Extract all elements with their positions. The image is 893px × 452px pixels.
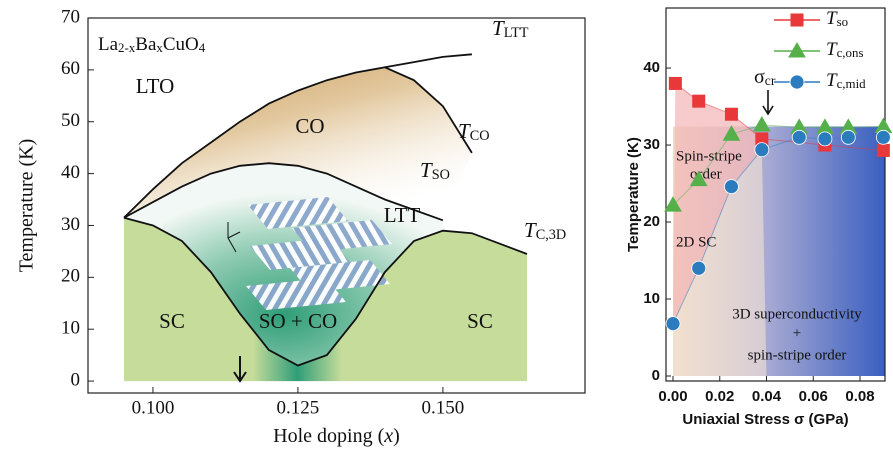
chart-title-part: 4	[199, 40, 206, 55]
y-tick-label: 50	[61, 110, 80, 131]
data-point	[876, 130, 890, 144]
curve-label-part: SO	[432, 167, 450, 183]
data-point	[841, 130, 855, 144]
region-label: 3D superconductivity	[732, 306, 862, 322]
legend-marker	[791, 14, 803, 26]
legend-label: Tc,ons	[826, 39, 863, 60]
legend-marker	[790, 75, 804, 89]
data-point	[755, 143, 769, 157]
data-point	[724, 180, 738, 194]
legend-marker	[789, 43, 805, 57]
chart-title-part: La	[98, 34, 119, 55]
y-axis-title: Temperature (K)	[625, 137, 642, 252]
x-tick-label: 0.150	[422, 397, 465, 418]
x-axis-title: Hole doping (x)	[273, 425, 400, 447]
y-tick-label: 40	[61, 162, 80, 183]
legend-label-part: so	[837, 14, 848, 29]
region-label: +	[793, 325, 801, 341]
y-tick-label: 10	[643, 290, 660, 307]
y-tick-label: 60	[61, 58, 80, 79]
data-point	[693, 95, 705, 107]
data-point	[818, 132, 832, 146]
curve-label-part: C,3D	[536, 227, 567, 243]
x-axis-title-part: Hole doping (	[273, 425, 384, 447]
region-label: 2D SC	[676, 234, 716, 250]
data-point	[725, 108, 737, 120]
data-point	[877, 144, 889, 156]
region-label: Spin-stripe	[676, 148, 742, 164]
curve-label-part: CO	[470, 128, 490, 144]
y-axis-title: Temperature (K)	[16, 139, 38, 273]
y-tick-label: 70	[61, 6, 80, 27]
data-point	[754, 117, 770, 131]
x-tick-label: 0.100	[132, 397, 175, 418]
legend-label: Tso	[826, 8, 848, 29]
region-label: LTT	[384, 203, 421, 227]
curve-label: TLTT	[492, 16, 529, 41]
y-tick-label: 20	[643, 213, 660, 230]
x-tick-label: 0.06	[799, 388, 828, 405]
y-tick-label: 0	[652, 367, 660, 384]
y-tick-label: 30	[61, 214, 80, 235]
data-point	[666, 317, 680, 331]
x-tick-label: 0.04	[752, 388, 782, 405]
critical-stress-label-part: cr	[765, 73, 776, 88]
figure: 0102030405060700.1000.1250.150Temperatur…	[0, 0, 893, 452]
critical-arrow	[763, 90, 773, 114]
region-label: spin-stripe order	[748, 347, 847, 363]
chart-title-part: Ba	[135, 34, 157, 55]
legend-label-part: c,ons	[837, 45, 864, 60]
curve-label: TCO	[458, 119, 490, 144]
stress-panel: 0 10 20 30 40 0.00 0.02 0.04 0.06 0.08 Temperature…	[625, 8, 891, 428]
chart-title-part: 2-x	[118, 40, 136, 55]
legend-label: Tc,mid	[826, 70, 866, 91]
region-label: SO + CO	[259, 309, 337, 333]
critical-stress-label-part: σ	[754, 66, 765, 88]
page: 0102030405060700.1000.1250.150Temperatur…	[0, 0, 893, 452]
y-tick-label: 20	[61, 266, 80, 287]
y-tick-label: 10	[61, 318, 80, 339]
data-point	[669, 77, 681, 89]
x-tick-label: 0.02	[705, 388, 734, 405]
chart-title: La2-xBaxCuO4	[98, 34, 206, 55]
y-tick-label: 0	[71, 369, 81, 390]
curve-label-part: LTT	[504, 25, 529, 41]
y-tick-label: 40	[643, 59, 660, 76]
x-tick-label: 0.08	[845, 388, 874, 405]
chart-title-part: CuO	[163, 34, 199, 55]
x-axis-title-part: x	[383, 425, 393, 447]
phase-diagram: 0 10 20 30 40 50 60 70 0.100 0.125 0.150 Temperatur…	[16, 6, 585, 446]
x-axis-title: Uniaxial Stress σ (GPa)	[682, 411, 848, 428]
region-label: SC	[159, 309, 185, 333]
data-point	[817, 119, 833, 133]
curve-label: TC,3D	[524, 218, 566, 243]
x-tick-label: 0.125	[277, 397, 320, 418]
critical-stress-label: σcr	[754, 66, 776, 88]
data-point	[692, 261, 706, 275]
region-label: CO	[295, 114, 324, 138]
x-axis-title-part: )	[393, 425, 400, 447]
data-point	[792, 130, 806, 144]
region-label: SC	[467, 309, 493, 333]
x-tick-label: 0.00	[658, 388, 687, 405]
legend-label-part: c,mid	[837, 76, 867, 91]
region-label: LTO	[136, 74, 175, 98]
y-tick-label: 30	[643, 136, 660, 153]
